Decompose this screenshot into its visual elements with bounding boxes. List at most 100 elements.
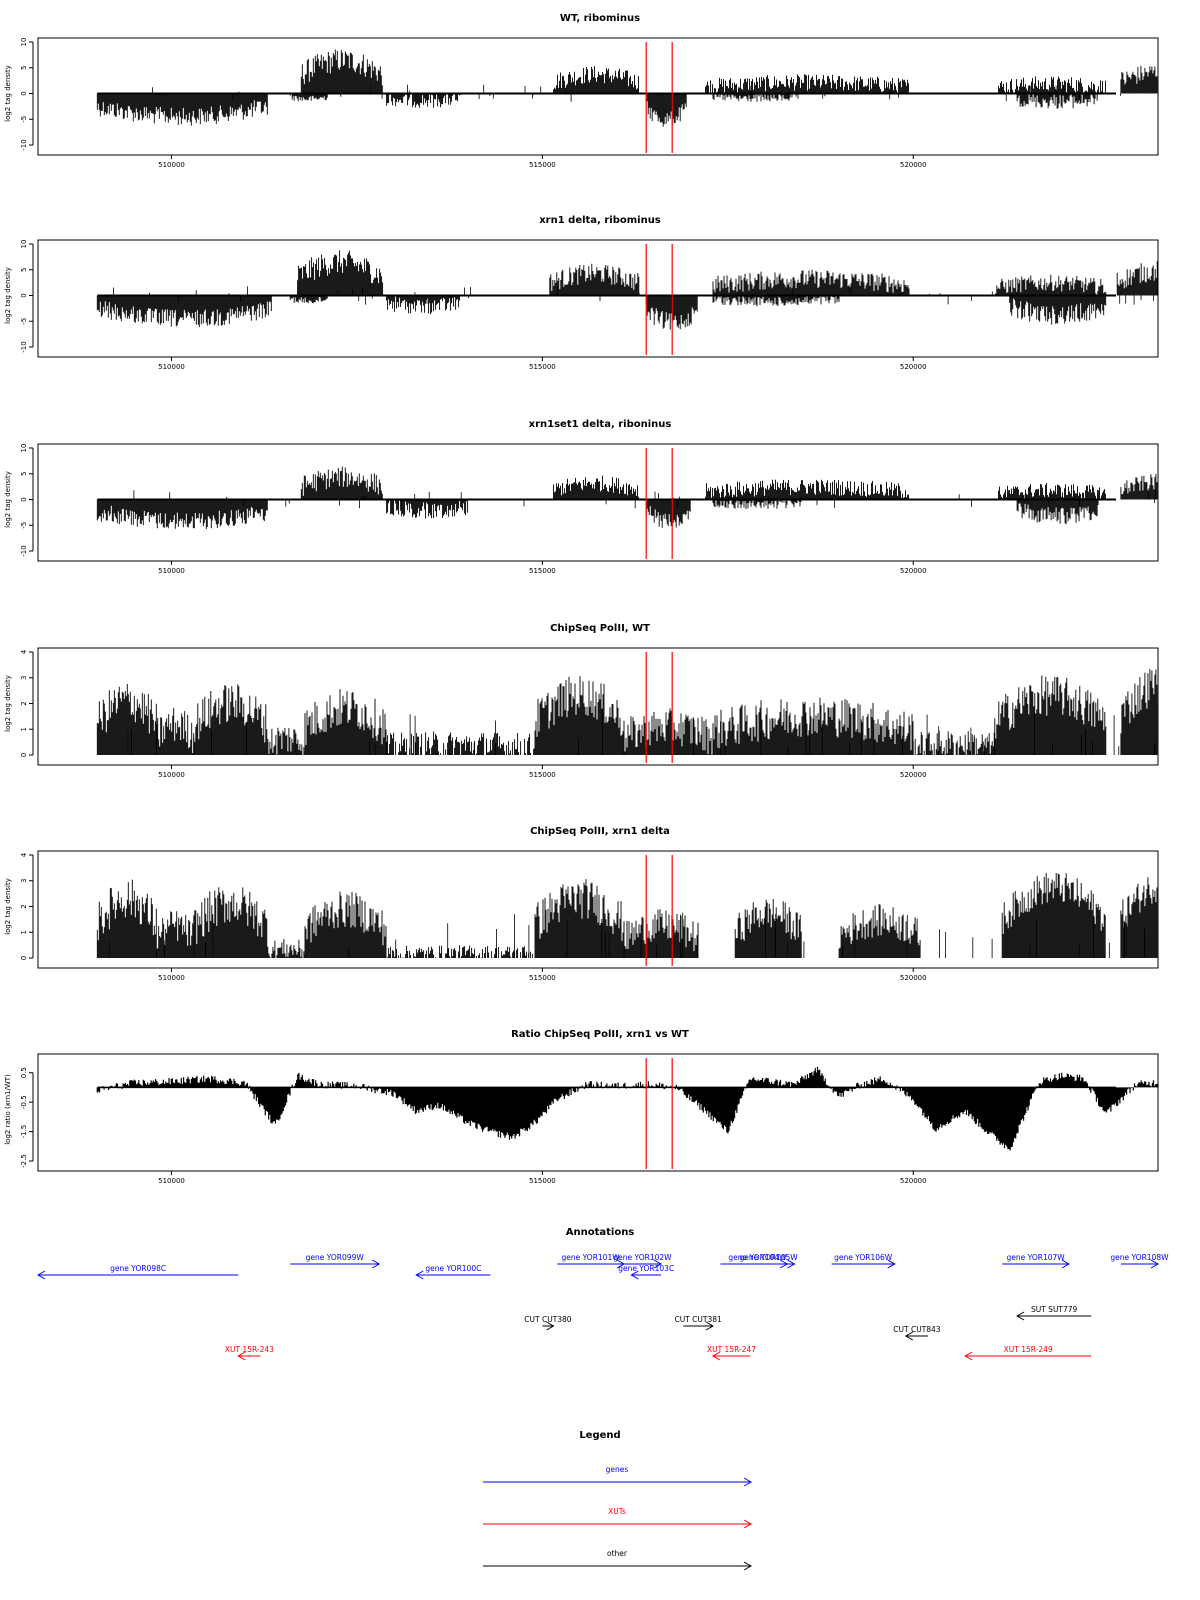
panel-2: xrn1 delta, ribominus 10 5 0 -5 -10 log2 tag d… bbox=[4, 215, 1159, 371]
data-segment-3 bbox=[300, 49, 383, 94]
data-segment-12 bbox=[1120, 669, 1159, 755]
x-tick-label: 520000 bbox=[900, 1177, 927, 1185]
y-tick-label: -2.5 bbox=[20, 1154, 28, 1168]
panel-6: Ratio ChipSeq PolII, xrn1 vs WT 0.5 -0.5 -1… bbox=[4, 1029, 1159, 1185]
plot-frame bbox=[37, 239, 1159, 358]
panel-5: ChipSeq PolII, xrn1 delta 4 3 2 1 0 log2 tag d… bbox=[4, 826, 1159, 982]
annotation-label: gene YOR107W bbox=[1007, 1253, 1066, 1262]
y-tick-label: 5 bbox=[20, 472, 28, 476]
legend-label: XUTs bbox=[608, 1507, 626, 1516]
y-tick-label: 1 bbox=[20, 930, 28, 934]
data-segment-2 bbox=[156, 707, 195, 755]
data-segment-6 bbox=[705, 479, 909, 500]
panel-1: WT, ribominus 10 5 0 -5 -10 log2 tag density 51… bbox=[4, 13, 1159, 169]
y-tick-label: -10 bbox=[20, 139, 28, 150]
annotation-arrow bbox=[683, 1321, 714, 1331]
annotation-label: SUT SUT779 bbox=[1031, 1305, 1078, 1314]
y-tick-label: 5 bbox=[20, 66, 28, 70]
data-segment-4 bbox=[267, 938, 306, 958]
data-segment-10 bbox=[1120, 473, 1159, 500]
sparse-bars bbox=[133, 490, 1156, 509]
annotation-label: gene YOR099W bbox=[306, 1253, 365, 1262]
data-segment-3 bbox=[193, 887, 269, 958]
data-segment-8 bbox=[623, 708, 714, 755]
data-segment-6 bbox=[386, 731, 536, 755]
annotation-arrow bbox=[542, 1321, 555, 1331]
data-segment-5 bbox=[549, 263, 640, 296]
annotation-arrow bbox=[630, 1270, 662, 1280]
legend-arrow bbox=[483, 1519, 753, 1529]
x-tick-label: 515000 bbox=[529, 363, 556, 371]
data-segment-2 bbox=[156, 911, 195, 958]
data-segment-1 bbox=[96, 684, 157, 755]
x-tick-label: 520000 bbox=[900, 567, 927, 575]
annotation-arrow bbox=[1002, 1259, 1070, 1269]
y-tick-label: 1 bbox=[20, 727, 28, 731]
y-tick-label: 0 bbox=[20, 91, 28, 95]
data-segment-10 bbox=[838, 904, 921, 958]
annotation-arrow bbox=[415, 1270, 491, 1280]
y-axis-label: log2 tag density bbox=[4, 878, 12, 935]
y-tick-label: 0 bbox=[20, 497, 28, 501]
x-tick-label: 510000 bbox=[158, 161, 185, 169]
ratio-area bbox=[96, 1067, 1159, 1151]
annotation-arrow bbox=[237, 1351, 261, 1361]
x-tick-label: 515000 bbox=[529, 1177, 556, 1185]
sparse-bars bbox=[113, 286, 1154, 305]
data-segment-1 bbox=[96, 879, 157, 958]
annotation-label: XUT 15R-249 bbox=[1004, 1345, 1053, 1354]
data-segment-9 bbox=[1016, 499, 1099, 525]
data-segment-11 bbox=[1120, 65, 1159, 94]
data-segment-3 bbox=[193, 684, 269, 755]
data-segment-4 bbox=[386, 295, 461, 315]
x-tick-label: 520000 bbox=[900, 974, 927, 982]
annotation-arrow bbox=[831, 1259, 896, 1269]
data-segment-7 bbox=[712, 499, 802, 509]
y-tick-label: -5 bbox=[20, 318, 28, 325]
annotation-arrow bbox=[557, 1259, 625, 1269]
data-segment-10 bbox=[1009, 295, 1107, 325]
y-tick-label: 0 bbox=[20, 753, 28, 757]
panel-title: ChipSeq PolII, WT bbox=[550, 623, 650, 634]
panel-title: WT, ribominus bbox=[560, 13, 640, 24]
data-segment-11 bbox=[1116, 261, 1158, 296]
x-tick-label: 510000 bbox=[158, 1177, 185, 1185]
legend-label: other bbox=[607, 1549, 628, 1558]
annotations-panel: Annotations gene YOR098C gene YOR099W gene … bbox=[36, 1227, 1169, 1361]
y-tick-label: 10 bbox=[20, 240, 28, 249]
annotation-label: gene YOR103C bbox=[618, 1264, 674, 1273]
data-segment-9 bbox=[712, 697, 914, 755]
x-tick-label: 510000 bbox=[158, 567, 185, 575]
legend-arrow bbox=[483, 1477, 753, 1487]
y-tick-label: 3 bbox=[20, 676, 28, 680]
annotation-arrow bbox=[904, 1331, 929, 1341]
data-segment-6 bbox=[645, 93, 687, 127]
y-tick-label: 3 bbox=[20, 879, 28, 883]
y-tick-label: 0 bbox=[20, 956, 28, 960]
y-tick-label: -0.5 bbox=[20, 1095, 28, 1109]
data-segment-8 bbox=[998, 483, 1106, 500]
x-tick-label: 515000 bbox=[529, 161, 556, 169]
data-segment-7 bbox=[534, 676, 625, 755]
data-segment-10 bbox=[1016, 93, 1098, 109]
x-tick-label: 520000 bbox=[900, 161, 927, 169]
annotation-arrow bbox=[711, 1351, 751, 1361]
annotation-label: gene YOR102W bbox=[613, 1253, 672, 1262]
plot-frame bbox=[37, 443, 1159, 562]
panel-title: Ratio ChipSeq PolII, xrn1 vs WT bbox=[511, 1029, 689, 1040]
sparse-bars bbox=[127, 709, 1157, 755]
panel-title: xrn1 delta, ribominus bbox=[539, 215, 661, 226]
y-axis-label: log2 tag density bbox=[4, 471, 12, 528]
y-axis-label: log2 tag density bbox=[4, 675, 12, 732]
legend-arrow bbox=[483, 1561, 753, 1571]
data-segment-9 bbox=[998, 76, 1106, 94]
data-segment-7 bbox=[705, 74, 909, 94]
data-segment-3 bbox=[297, 250, 384, 296]
y-tick-label: -5 bbox=[20, 522, 28, 529]
annotation-arrow bbox=[1016, 1311, 1092, 1321]
annotation-label: gene YOR098C bbox=[110, 1264, 166, 1273]
y-tick-label: 0.5 bbox=[20, 1067, 28, 1078]
annotations-title: Annotations bbox=[566, 1227, 635, 1238]
data-segment-5 bbox=[553, 66, 639, 94]
